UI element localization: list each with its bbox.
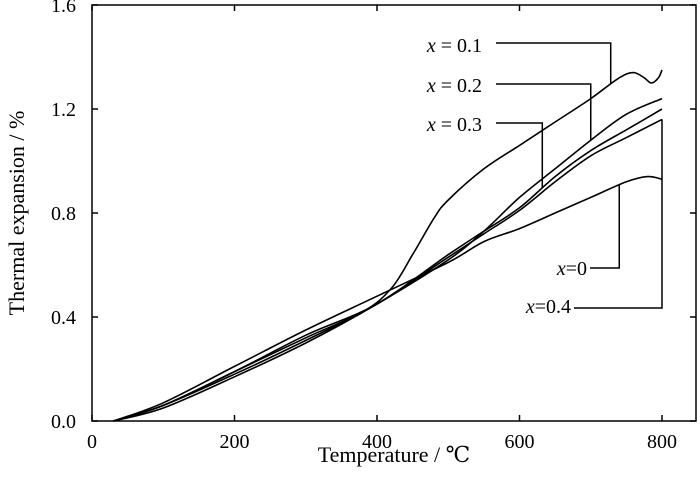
y-tick-label: 1.6 [51, 0, 76, 17]
y-tick-label: 0.0 [51, 411, 76, 433]
series-label-var: x [426, 114, 436, 136]
y-tick-label: 1.2 [51, 99, 76, 121]
legend-labels: x = 0.1x = 0.2x = 0.3x=0x=0.4 [426, 35, 587, 318]
axis-tick-labels: 0 200 400 600 800 0.0 0.4 0.8 1.2 1.6 [51, 0, 677, 453]
leader-line-3 [590, 184, 620, 269]
curve-series-2 [113, 108, 663, 422]
series-label-3: x=0 [556, 258, 587, 280]
series-label-value: = 0.3 [436, 114, 482, 136]
curve-series-0 [113, 69, 663, 422]
leader-line-2 [496, 122, 544, 188]
plot-frame [91, 4, 697, 422]
leader-line-4 [574, 119, 663, 309]
series-label-value: =0.4 [535, 296, 571, 318]
series-label-0: x = 0.1 [426, 35, 482, 57]
y-axis-label: Thermal expansion / % [4, 111, 29, 316]
y-tick-label: 0.4 [51, 307, 76, 329]
x-tick-label: 0 [87, 431, 97, 453]
series-label-value: = 0.1 [436, 35, 482, 57]
curve-series-4 [113, 118, 663, 422]
series-label-1: x = 0.2 [426, 75, 482, 97]
x-axis-label: Temperature / ℃ [318, 442, 471, 467]
x-tick-label: 800 [647, 431, 677, 453]
series-label-value: = 0.2 [436, 75, 482, 97]
series-label-var: x [426, 35, 436, 57]
leader-line-0 [496, 42, 612, 84]
series-label-4: x=0.4 [525, 296, 571, 318]
leader-line-1 [496, 83, 592, 141]
axis-ticks [91, 4, 696, 422]
data-curves [113, 69, 663, 422]
series-label-2: x = 0.3 [426, 114, 482, 136]
x-tick-label: 200 [220, 431, 250, 453]
curve-series-3 [113, 175, 663, 422]
series-label-var: x [525, 296, 535, 318]
y-tick-label: 0.8 [51, 203, 76, 225]
x-tick-label: 400 [362, 431, 392, 453]
series-label-value: =0 [566, 258, 587, 280]
x-tick-label: 600 [505, 431, 535, 453]
series-label-var: x [556, 258, 566, 280]
legend-leaders [496, 42, 663, 309]
series-label-var: x [426, 75, 436, 97]
